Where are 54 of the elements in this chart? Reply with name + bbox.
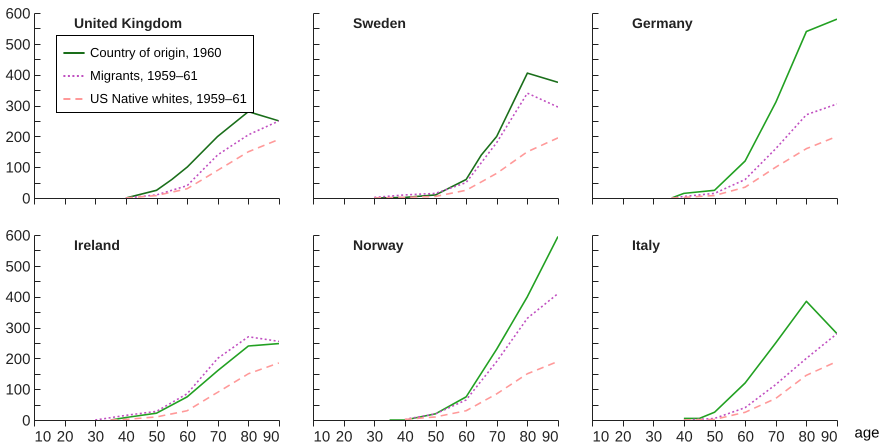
- chart-title: Ireland: [74, 237, 120, 253]
- y-tick-label: 400: [5, 67, 30, 84]
- x-tick-label: 30: [645, 428, 662, 443]
- x-tick-label: 20: [614, 428, 632, 443]
- x-tick-label: 40: [397, 428, 414, 443]
- x-tick-label: 30: [366, 428, 384, 443]
- y-tick-label: 200: [5, 350, 30, 368]
- chart-title: Germany: [632, 15, 693, 31]
- x-tick-label: 30: [87, 428, 104, 443]
- y-tick-label: 0: [22, 412, 30, 430]
- x-tick-label: 90: [820, 428, 838, 443]
- legend-label: Migrants, 1959–61: [90, 68, 198, 83]
- x-tick-label: 40: [676, 428, 693, 443]
- x-tick-label: 80: [798, 428, 816, 443]
- x-tick-label: 90: [542, 428, 558, 443]
- x-axis-title: age: [854, 424, 880, 442]
- x-tick-label: 50: [706, 428, 724, 443]
- x-tick-label: 20: [336, 428, 352, 443]
- legend-label: US Native whites, 1959–61: [90, 91, 247, 106]
- x-tick-label: 80: [240, 428, 258, 443]
- chart-title: Sweden: [353, 15, 406, 31]
- y-tick-label: 0: [22, 190, 30, 208]
- x-tick-label: 70: [768, 428, 785, 443]
- line-series: [125, 138, 279, 198]
- x-tick-label: 90: [262, 428, 280, 443]
- legend-label: Country of origin, 1960: [90, 45, 222, 60]
- x-tick-label: 40: [118, 428, 135, 443]
- line-series: [110, 362, 279, 420]
- x-tick-label: 60: [737, 428, 754, 443]
- y-tick-label: 500: [5, 36, 30, 54]
- chart-title: Italy: [632, 237, 660, 253]
- y-tick-label: 300: [5, 98, 30, 115]
- x-tick-label: 50: [428, 428, 444, 443]
- y-tick-label: 300: [5, 320, 30, 337]
- y-tick-label: 100: [5, 382, 30, 399]
- chart-title: United Kingdom: [74, 15, 182, 31]
- y-tick-label: 600: [5, 6, 30, 22]
- x-tick-label: 10: [314, 428, 330, 443]
- x-tick-label: 50: [148, 428, 166, 443]
- y-tick-label: 500: [5, 258, 30, 276]
- x-tick-label: 60: [179, 428, 196, 443]
- y-tick-label: 100: [5, 160, 30, 177]
- x-tick-label: 10: [592, 428, 610, 443]
- y-tick-label: 400: [5, 289, 30, 306]
- chart-title: Norway: [353, 237, 404, 253]
- x-tick-label: 80: [520, 428, 536, 443]
- y-tick-label: 600: [5, 228, 30, 244]
- x-tick-label: 70: [488, 428, 506, 443]
- x-tick-label: 20: [56, 428, 74, 443]
- x-tick-label: 60: [458, 428, 475, 443]
- x-tick-label: 10: [34, 428, 52, 443]
- y-tick-label: 200: [5, 128, 30, 146]
- x-tick-label: 70: [210, 428, 227, 443]
- line-series: [94, 336, 279, 420]
